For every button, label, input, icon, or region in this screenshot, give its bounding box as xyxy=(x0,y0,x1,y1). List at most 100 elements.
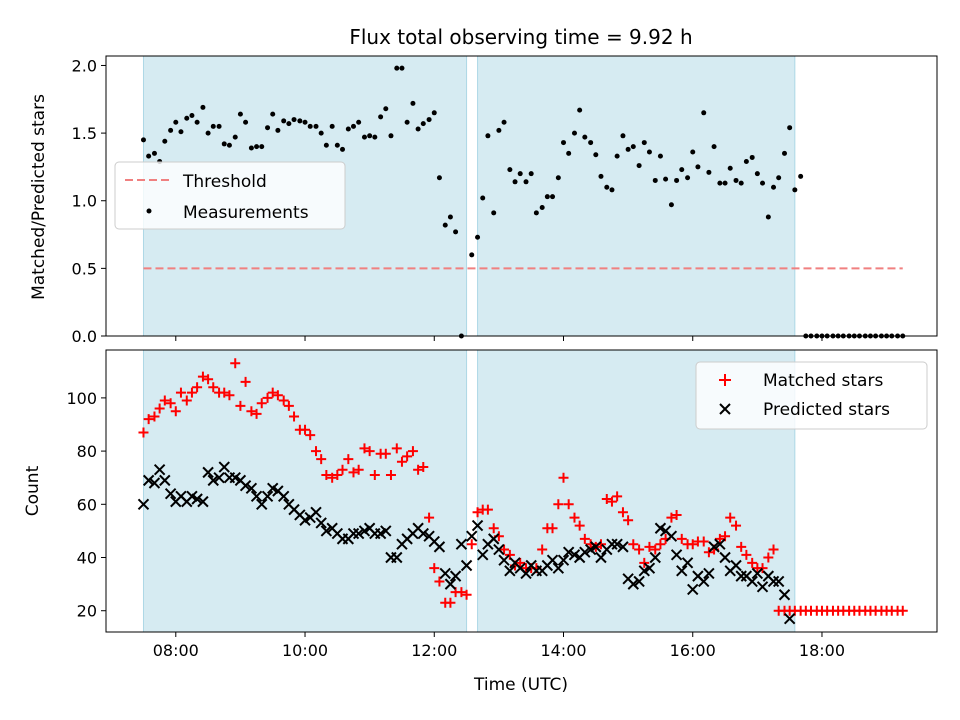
measurement-point xyxy=(668,202,674,208)
matched-star-point xyxy=(364,446,375,457)
matched-star-point xyxy=(327,472,338,483)
matched-star-point xyxy=(499,544,510,555)
matched-star-point xyxy=(482,504,493,515)
matched-star-point xyxy=(300,424,311,435)
measurement-point xyxy=(475,234,481,240)
predicted-star-point xyxy=(767,575,780,588)
bottom-legend: Matched stars Predicted stars xyxy=(695,361,928,430)
measurement-point xyxy=(749,154,755,160)
matched-star-point xyxy=(197,371,208,382)
legend-measurements-label: Measurements xyxy=(183,203,309,223)
top-y-axis-label: Matched/Predicted stars xyxy=(29,94,49,300)
measurement-point xyxy=(695,164,701,170)
top-legend: Threshold Measurements xyxy=(114,161,346,230)
measurement-point xyxy=(685,175,691,181)
matched-star-point xyxy=(224,390,235,401)
bottom-shaded-intervals xyxy=(142,350,796,632)
top-y-tick-label: 1.0 xyxy=(72,192,97,211)
top-y-tick-label: 0.5 xyxy=(72,259,97,278)
predicted-star-point xyxy=(352,527,365,540)
measurement-point xyxy=(297,118,303,124)
matched-star-point xyxy=(897,605,908,616)
measurement-point xyxy=(334,142,340,148)
bottom-y-tick-label: 80 xyxy=(77,442,97,461)
measurement-point xyxy=(281,118,287,124)
measurement-point xyxy=(674,177,680,183)
measurement-point xyxy=(738,180,744,186)
measurement-point xyxy=(501,119,507,125)
measurement-point xyxy=(754,171,760,177)
predicted-star-point xyxy=(310,506,322,518)
measurement-point xyxy=(771,184,777,190)
predicted-star-point xyxy=(417,527,429,540)
predicted-star-point xyxy=(687,583,699,596)
measurement-point xyxy=(727,165,733,171)
measurement-point xyxy=(259,144,265,150)
measurement-point xyxy=(571,130,577,136)
matched-star-point xyxy=(671,509,682,520)
measurement-point xyxy=(733,177,739,183)
predicted-star-point xyxy=(493,543,505,556)
matched-star-point xyxy=(634,544,645,555)
measurement-point xyxy=(367,133,373,139)
top-y-tick-label: 1.5 xyxy=(72,124,97,143)
measurement-point xyxy=(485,133,491,139)
matched-star-point xyxy=(391,443,402,454)
measurement-point xyxy=(657,153,663,159)
measurement-point xyxy=(275,127,281,133)
matched-star-point xyxy=(192,382,203,393)
measurement-point xyxy=(776,175,782,181)
measurement-point xyxy=(372,134,378,140)
x-tick-label: 14:00 xyxy=(540,641,586,660)
bottom-y-tick-label: 60 xyxy=(77,495,97,514)
matched-star-point xyxy=(429,563,440,574)
matched-star-point xyxy=(466,539,477,550)
predicted-star-point xyxy=(471,519,484,532)
predicted-star-point xyxy=(439,567,451,580)
top-y-tick-label: 2.0 xyxy=(72,56,97,75)
predicted-star-point xyxy=(562,546,575,558)
predicted-star-point xyxy=(477,549,489,561)
bottom-y-ticks: 20 40 60 80 100 xyxy=(66,389,106,621)
top-axes-frame xyxy=(105,55,938,337)
measurement-point xyxy=(507,167,513,173)
matched-star-point xyxy=(348,467,359,478)
measurement-point xyxy=(792,187,798,193)
predicted-star-point xyxy=(703,567,715,580)
predicted-star-point xyxy=(315,517,327,529)
matched-star-point xyxy=(655,539,666,550)
measurement-point xyxy=(711,144,717,150)
bottom-y-tick-label: 100 xyxy=(66,389,97,408)
matched-star-point xyxy=(488,523,499,534)
measurement-point xyxy=(307,123,313,129)
bottom-x-ticks: 08:00 10:00 12:00 14:00 16:00 18:00 xyxy=(153,632,845,660)
legend-matched-label: Matched stars xyxy=(763,371,883,391)
matched-star-point xyxy=(208,382,219,393)
measurement-point xyxy=(140,137,146,143)
matched-star-point xyxy=(574,520,585,531)
measurement-point xyxy=(609,187,615,193)
predicted-star-point xyxy=(191,493,203,505)
predicted-star-point xyxy=(708,541,720,553)
predicted-star-point xyxy=(670,549,683,561)
matched-star-point xyxy=(272,390,283,401)
matched-star-point xyxy=(343,454,354,465)
predicted-star-point xyxy=(714,538,726,550)
measurement-point xyxy=(706,169,712,175)
measurement-point xyxy=(291,117,297,123)
measurement-point xyxy=(350,123,356,129)
measurement-point xyxy=(550,194,556,200)
matched-star-point xyxy=(154,403,165,414)
measurement-point xyxy=(512,179,518,185)
measurement-point xyxy=(248,145,254,151)
measurement-point xyxy=(329,123,335,129)
matched-star-point xyxy=(650,544,661,555)
measurement-point xyxy=(345,126,351,132)
measurement-point xyxy=(663,176,669,182)
predicted-star-point xyxy=(148,477,161,489)
predicted-star-point xyxy=(579,546,591,558)
measurement-point xyxy=(625,146,631,152)
measurement-point xyxy=(447,214,453,220)
bottom-legend-box xyxy=(695,361,928,430)
